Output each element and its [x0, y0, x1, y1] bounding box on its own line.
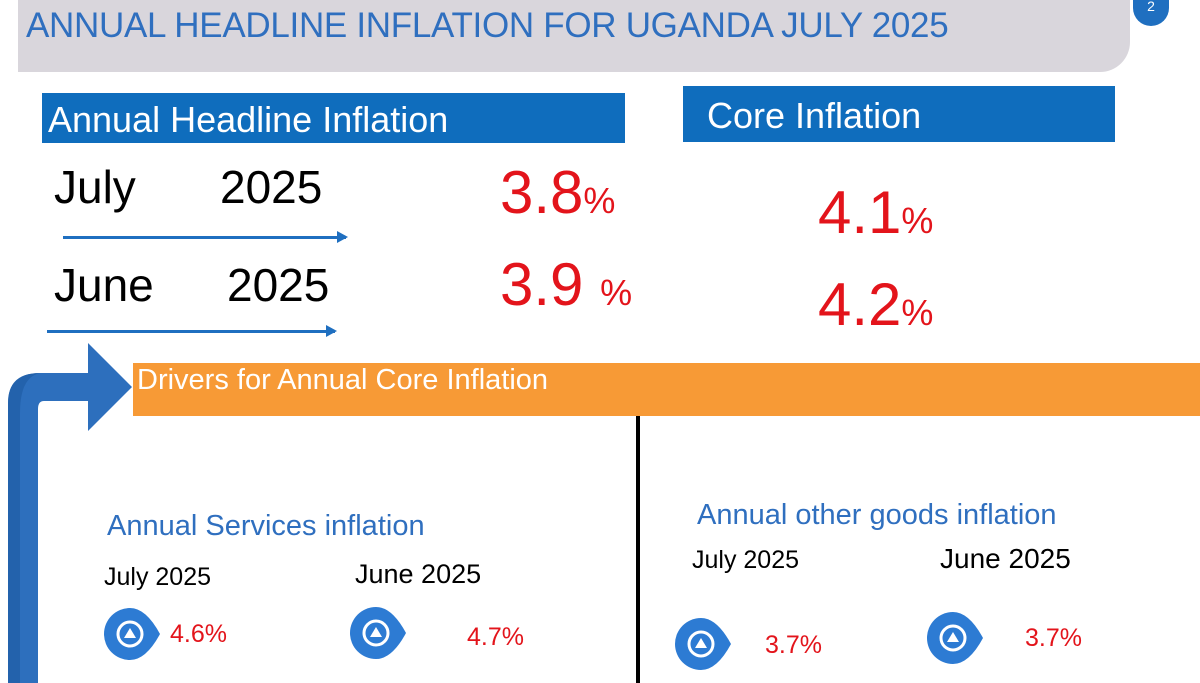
- section-divider: [636, 416, 640, 683]
- services-june-label: June 2025: [355, 559, 482, 589]
- headline-july-value: 3.8%: [500, 159, 616, 226]
- july-month-label: July: [54, 161, 136, 213]
- other-goods-july-value: 3.7%: [765, 631, 822, 659]
- page-number-badge: 2: [1133, 0, 1169, 26]
- services-june-value: 4.7%: [467, 623, 524, 651]
- core-inflation-header: Core Inflation: [683, 86, 1115, 142]
- core-june-value: 4.2%: [818, 271, 934, 338]
- services-july-label: July 2025: [104, 563, 212, 591]
- page-title: ANNUAL HEADLINE INFLATION FOR UGANDA JUL…: [26, 6, 949, 45]
- other-goods-june-label: June 2025: [940, 543, 1071, 574]
- title-banner: [18, 0, 1130, 72]
- other-goods-june-value: 3.7%: [1025, 624, 1082, 652]
- other-goods-inflation-heading: Annual other goods inflation: [697, 499, 1057, 531]
- drivers-bar: [133, 363, 1200, 416]
- headline-inflation-header: Annual Headline Inflation: [42, 93, 625, 143]
- june-year-label: 2025: [227, 259, 330, 311]
- july-year-label: 2025: [220, 161, 323, 213]
- july-arrow-icon: [63, 231, 348, 243]
- services-inflation-heading: Annual Services inflation: [107, 510, 425, 542]
- core-july-value: 4.1%: [818, 179, 934, 246]
- location-pin-icon: [350, 607, 406, 659]
- drivers-heading: Drivers for Annual Core Inflation: [137, 364, 549, 396]
- services-july-value: 4.6%: [170, 620, 227, 648]
- bent-arrow-icon: [8, 343, 132, 683]
- june-month-label: June: [54, 259, 154, 311]
- location-pin-icon: [675, 618, 731, 670]
- june-arrow-icon: [47, 325, 337, 337]
- location-pin-icon: [927, 612, 983, 664]
- location-pin-icon: [104, 608, 160, 660]
- headline-june-value: 3.9 %: [500, 251, 633, 318]
- other-goods-july-label: July 2025: [692, 546, 800, 574]
